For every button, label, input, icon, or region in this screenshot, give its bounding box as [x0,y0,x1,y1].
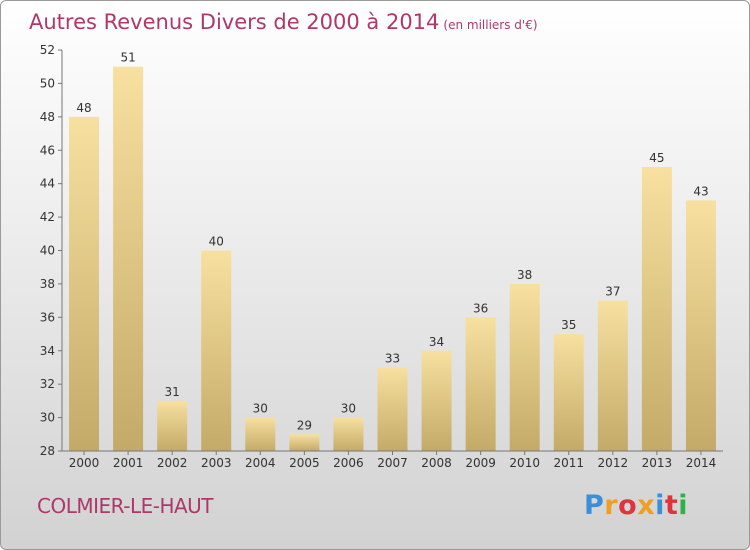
bar-2000 [69,116,100,451]
x-tick-label-2007: 2007 [377,456,408,470]
x-tick-label-2010: 2010 [509,456,540,470]
data-label-2001: 51 [120,51,135,65]
y-tick-label: 32 [40,377,55,391]
bar-2012 [597,300,628,451]
y-tick-label: 30 [40,411,55,425]
x-axis: 2000 2001 2002 2003 2004 2005 2006 2007 2008 2009… [62,450,723,470]
bar-2007 [377,367,408,451]
y-tick-label: 52 [40,43,55,57]
x-tick-label-2000: 2000 [69,456,100,470]
x-tick-label-2001: 2001 [113,456,144,470]
x-tick-label-2009: 2009 [465,456,496,470]
data-label-2007: 33 [385,351,400,365]
title-unit: (en milliers d'€) [443,18,538,32]
bar-2004 [245,417,276,451]
y-tick-label: 38 [40,277,55,291]
x-tick-label-2005: 2005 [289,456,320,470]
data-label-2006: 30 [341,402,356,416]
data-label-2002: 31 [165,385,180,399]
y-tick-label: 48 [40,110,55,124]
x-tick-label-2014: 2014 [686,456,717,470]
bar-2010 [509,283,540,451]
proxiti-logo[interactable]: Proxiti [584,490,688,521]
data-label-2003: 40 [209,235,224,249]
data-label-2004: 30 [253,402,268,416]
data-label-2013: 45 [649,151,664,165]
y-tick-label: 40 [40,244,55,258]
data-label-2012: 37 [605,285,620,299]
bar-2003 [201,250,232,451]
y-tick-label: 36 [40,310,55,324]
logo-letter: x [637,490,656,521]
x-tick-label-2003: 2003 [201,456,232,470]
bar-2006 [333,417,364,451]
logo-letter: r [604,490,619,521]
logo-letter: o [618,490,638,521]
y-tick-label: 46 [40,143,55,157]
y-tick-label: 42 [40,210,55,224]
x-tick-label-2002: 2002 [157,456,188,470]
data-label-2010: 38 [517,268,532,282]
commune-name: COLMIER-LE-HAUT [37,494,214,518]
data-label-2005: 29 [297,418,312,432]
bar-2013 [641,166,672,452]
y-tick-label: 34 [40,344,55,358]
data-label-2014: 43 [693,184,708,198]
bar-2008 [421,350,452,451]
x-tick-label-2011: 2011 [553,456,584,470]
logo-letter: i [655,490,665,521]
y-tick-label: 28 [40,444,55,458]
bar-2001 [113,66,144,451]
x-tick-label-2013: 2013 [642,456,673,470]
bar-2002 [157,400,188,451]
bar-2011 [553,334,584,451]
y-tick-label: 50 [40,76,55,90]
chart-title: Autres Revenus Divers de 2000 à 2014 (en … [29,10,538,34]
title-text: Autres Revenus Divers de 2000 à 2014 [29,10,440,34]
x-tick-label-2006: 2006 [333,456,364,470]
bar-2005 [289,434,320,451]
logo-letter: i [678,490,689,521]
data-label-2008: 34 [429,335,444,349]
bars-group: 48 51 31 40 30 29 30 33 34 36 38 35 37 45 43 [69,51,716,452]
y-axis: 28 30 32 34 36 38 40 42 44 46 48 50 52 [40,43,63,458]
logo-letter: P [584,490,605,521]
data-label-2009: 36 [473,301,488,315]
x-tick-label-2012: 2012 [598,456,629,470]
bar-2009 [465,317,496,451]
logo-letter: t [664,490,679,521]
data-label-2011: 35 [561,318,576,332]
data-label-2000: 48 [76,101,91,115]
x-tick-label-2004: 2004 [245,456,276,470]
y-tick-label: 44 [40,177,55,191]
bar-2014 [685,200,716,451]
x-tick-label-2008: 2008 [421,456,452,470]
